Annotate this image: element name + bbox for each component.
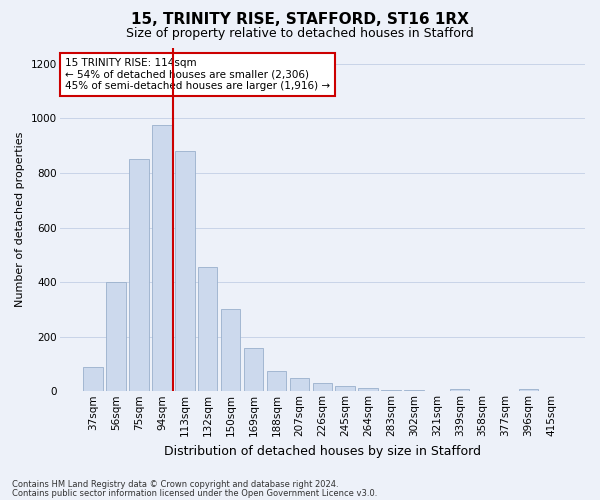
Bar bbox=[106, 282, 126, 392]
Text: Contains HM Land Registry data © Crown copyright and database right 2024.: Contains HM Land Registry data © Crown c… bbox=[12, 480, 338, 489]
Bar bbox=[198, 267, 217, 392]
Bar bbox=[267, 371, 286, 392]
Bar bbox=[519, 388, 538, 392]
Text: Size of property relative to detached houses in Stafford: Size of property relative to detached ho… bbox=[126, 28, 474, 40]
Bar bbox=[404, 390, 424, 392]
Text: Contains public sector information licensed under the Open Government Licence v3: Contains public sector information licen… bbox=[12, 488, 377, 498]
Bar bbox=[335, 386, 355, 392]
Bar bbox=[152, 126, 172, 392]
Bar bbox=[83, 366, 103, 392]
Bar bbox=[358, 388, 378, 392]
Bar bbox=[221, 310, 241, 392]
Bar bbox=[129, 160, 149, 392]
Bar bbox=[381, 390, 401, 392]
Y-axis label: Number of detached properties: Number of detached properties bbox=[15, 132, 25, 307]
X-axis label: Distribution of detached houses by size in Stafford: Distribution of detached houses by size … bbox=[164, 444, 481, 458]
Bar bbox=[244, 348, 263, 392]
Text: 15 TRINITY RISE: 114sqm
← 54% of detached houses are smaller (2,306)
45% of semi: 15 TRINITY RISE: 114sqm ← 54% of detache… bbox=[65, 58, 330, 91]
Bar bbox=[290, 378, 309, 392]
Bar bbox=[450, 388, 469, 392]
Text: 15, TRINITY RISE, STAFFORD, ST16 1RX: 15, TRINITY RISE, STAFFORD, ST16 1RX bbox=[131, 12, 469, 28]
Bar bbox=[175, 151, 194, 392]
Bar bbox=[313, 383, 332, 392]
